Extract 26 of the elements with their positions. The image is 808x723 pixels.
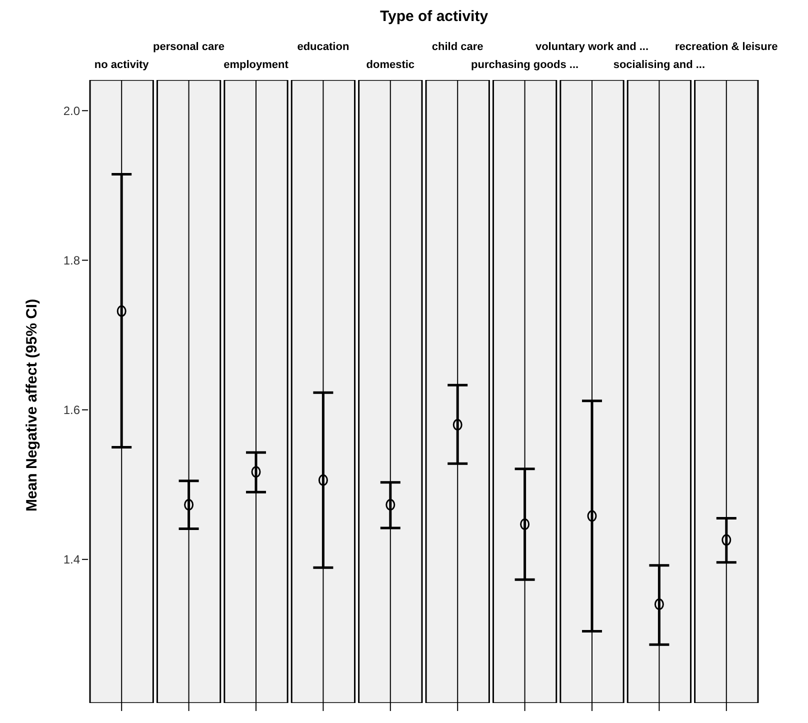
x-tick-label: domestic [366, 59, 415, 71]
x-tick-label: education [297, 41, 350, 53]
x-axis-title: Type of activity [378, 8, 490, 27]
x-tick-label: child care [432, 41, 484, 53]
y-tick-label: 1.4 [63, 552, 80, 567]
x-tick-label: personal care [153, 41, 225, 53]
point [520, 518, 530, 530]
x-tick-label: recreation & leisure [675, 41, 778, 53]
y-tick-label: 1.8 [63, 254, 80, 268]
point [251, 466, 261, 478]
y-tick-label: 2.0 [63, 104, 80, 118]
x-tick-label: voluntary work and ... [535, 41, 649, 53]
point [318, 474, 328, 486]
y-axis-title: Mean Negative affect (95% CI) [23, 298, 40, 512]
point [587, 510, 597, 522]
point [654, 598, 664, 610]
point [722, 534, 732, 546]
x-tick-label: purchasing goods ... [471, 59, 579, 71]
point [452, 419, 462, 431]
y-tick-label: 1.6 [63, 403, 80, 418]
point [386, 499, 396, 511]
x-tick-label: no activity [94, 59, 150, 71]
x-tick-label: employment [224, 59, 289, 71]
x-tick-label: socialising and ... [613, 59, 706, 71]
point [184, 499, 194, 511]
point [116, 305, 126, 317]
